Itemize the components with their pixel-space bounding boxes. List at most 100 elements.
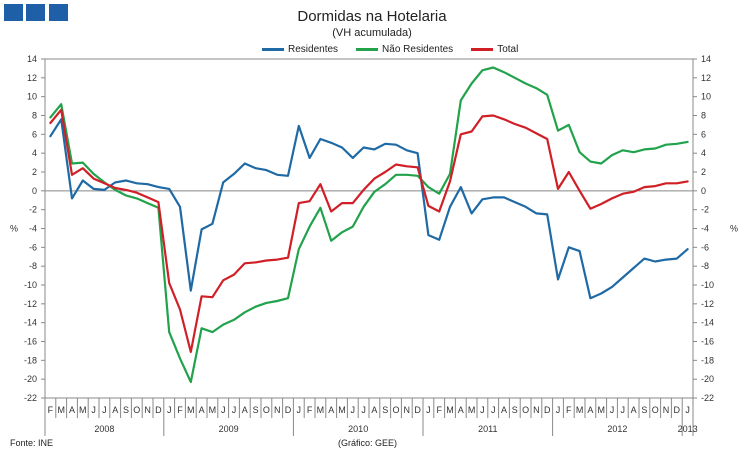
month-tick-label: O (652, 405, 659, 415)
legend-nao-residentes: Não Residentes (356, 44, 453, 55)
month-tick-label: M (209, 405, 217, 415)
y-tick-label-left: 10 (27, 92, 37, 102)
y-tick-label-right: -6 (701, 242, 709, 252)
month-tick-label: A (112, 405, 118, 415)
month-tick-label: M (57, 405, 65, 415)
chart-title: Dormidas na Hotelaria (297, 8, 447, 25)
credit-note: (Gráfico: GEE) (338, 438, 398, 448)
y-tick-label-right: 12 (701, 73, 711, 83)
month-tick-label: M (597, 405, 605, 415)
month-tick-label: J (480, 405, 485, 415)
y-tick-label-right: -16 (701, 337, 714, 347)
y-tick-label-left: -4 (29, 224, 37, 234)
y-tick-label-right: -14 (701, 318, 714, 328)
month-tick-label: F (307, 405, 313, 415)
month-tick-label: J (221, 405, 226, 415)
month-tick-label: A (371, 405, 377, 415)
month-tick-label: O (133, 405, 140, 415)
month-tick-label: M (576, 405, 584, 415)
month-tick-label: J (685, 405, 690, 415)
y-axis-label-left: % (10, 224, 18, 234)
month-tick-label: J (621, 405, 626, 415)
month-tick-label: A (458, 405, 464, 415)
month-tick-label: N (274, 405, 281, 415)
y-tick-label-left: -8 (29, 261, 37, 271)
month-tick-label: O (263, 405, 270, 415)
year-label: 2012 (607, 424, 627, 434)
month-tick-label: D (285, 405, 292, 415)
month-tick-label: J (610, 405, 615, 415)
month-tick-label: J (232, 405, 237, 415)
month-tick-label: O (522, 405, 529, 415)
month-tick-label: A (242, 405, 248, 415)
y-tick-label-left: 2 (32, 167, 37, 177)
y-tick-label-left: -16 (24, 337, 37, 347)
y-tick-label-left: -2 (29, 205, 37, 215)
y-tick-label-left: 4 (32, 148, 37, 158)
year-label: 2009 (219, 424, 239, 434)
legend-label-residentes: Residentes (288, 43, 339, 55)
y-tick-label-right: -4 (701, 224, 709, 234)
gee-logo (4, 4, 68, 21)
series-line-nao-residentes (49, 66, 689, 384)
legend-swatch-total (471, 47, 494, 51)
month-tick-label: J (91, 405, 96, 415)
y-tick-label-right: 8 (701, 111, 706, 121)
year-label: 2008 (94, 424, 114, 434)
month-tick-label: M (79, 405, 87, 415)
source-note: Fonte: INE (10, 438, 54, 448)
y-tick-label-left: 8 (32, 111, 37, 121)
legend-swatch-nao-residentes (356, 47, 379, 51)
month-tick-label: N (144, 405, 151, 415)
y-tick-label-right: -22 (701, 393, 714, 403)
month-tick-label: S (512, 405, 518, 415)
month-tick-label: A (631, 405, 637, 415)
month-tick-label: A (328, 405, 334, 415)
legend-residentes: Residentes (262, 44, 338, 55)
month-tick-label: M (338, 405, 346, 415)
month-tick-label: F (436, 405, 442, 415)
month-tick-label: A (587, 405, 593, 415)
month-tick-label: J (102, 405, 107, 415)
month-tick-label: M (468, 405, 476, 415)
y-tick-label-right: -20 (701, 374, 714, 384)
chart-legend: Residentes Não Residentes Total (262, 42, 536, 56)
legend-label-total: Total (497, 43, 519, 55)
month-tick-label: M (446, 405, 454, 415)
month-tick-label: J (351, 405, 356, 415)
month-tick-label: A (199, 405, 205, 415)
y-tick-label-left: -14 (24, 318, 37, 328)
y-tick-label-left: -12 (24, 299, 37, 309)
month-tick-label: S (382, 405, 388, 415)
month-tick-label: J (491, 405, 496, 415)
legend-swatch-residentes (262, 47, 284, 51)
y-tick-label-right: -8 (701, 261, 709, 271)
y-tick-label-right: 2 (701, 167, 706, 177)
y-tick-label-right: 4 (701, 148, 706, 158)
month-tick-label: F (177, 405, 183, 415)
month-tick-label: A (69, 405, 75, 415)
y-tick-label-left: 14 (27, 54, 37, 64)
month-tick-label: D (155, 405, 162, 415)
y-tick-label-left: 0 (32, 186, 37, 196)
month-tick-label: D (414, 405, 421, 415)
series-line-total (49, 108, 689, 353)
month-tick-label: O (392, 405, 399, 415)
month-tick-label: M (187, 405, 195, 415)
y-tick-label-right: 0 (701, 186, 706, 196)
month-tick-label: N (533, 405, 540, 415)
legend-label-nao-residentes: Não Residentes (382, 43, 454, 55)
y-tick-label-left: -6 (29, 242, 37, 252)
plot-frame (44, 58, 694, 399)
month-tick-label: J (167, 405, 172, 415)
month-tick-label: J (361, 405, 366, 415)
y-tick-label-right: -2 (701, 205, 709, 215)
month-tick-label: N (404, 405, 411, 415)
y-tick-label-left: -10 (24, 280, 37, 290)
month-tick-label: D (674, 405, 681, 415)
y-tick-label-right: 14 (701, 54, 711, 64)
y-tick-label-left: -18 (24, 355, 37, 365)
month-tick-label: M (317, 405, 325, 415)
y-tick-label-right: -18 (701, 355, 714, 365)
